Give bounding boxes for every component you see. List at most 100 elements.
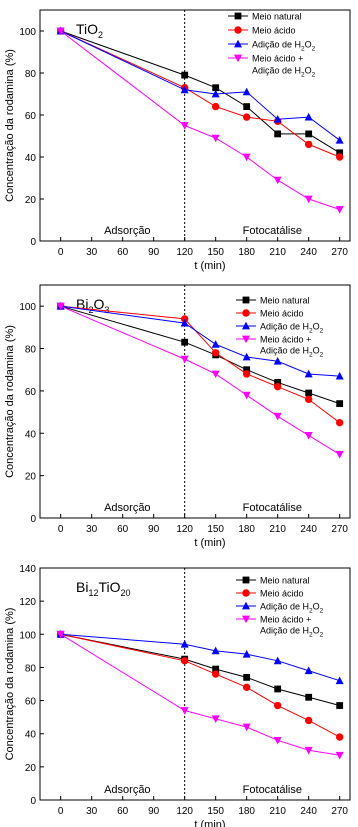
x-axis-label: t (min) [194, 819, 225, 827]
y-tick-label: 100 [19, 630, 36, 641]
series-line [60, 633, 340, 682]
data-point [180, 657, 189, 665]
data-point [335, 733, 344, 741]
data-point [243, 673, 251, 681]
data-point [305, 389, 313, 397]
legend-marker [242, 309, 250, 317]
y-tick-label: 100 [19, 27, 36, 38]
data-point [335, 451, 344, 459]
y-tick-label: 80 [25, 69, 37, 80]
y-tick-label: 80 [25, 345, 37, 356]
x-tick-label: 90 [148, 806, 160, 817]
legend-label-line2: Adição de H2O2 [252, 66, 316, 79]
data-point [211, 340, 220, 348]
data-point [211, 646, 220, 655]
x-tick-label: 30 [86, 806, 98, 817]
legend-label-line2: Adição de H2O2 [260, 626, 324, 639]
y-tick-label: 20 [25, 472, 37, 483]
chart-title: TiO2 [76, 21, 103, 40]
chart-panel-2: 0 20 40 60 80 100 0 30 60 90 120 150 180 210 240 270 t (… [4, 284, 351, 549]
data-point [273, 357, 282, 365]
data-point [304, 666, 313, 675]
data-point [304, 112, 313, 121]
data-point [211, 715, 220, 723]
series-line [60, 30, 340, 158]
legend-label-line2: Adição de H2O2 [260, 346, 324, 359]
x-tick-label: 180 [238, 524, 255, 535]
plot-frame [39, 567, 351, 801]
legend-marker [234, 39, 242, 48]
x-tick-label: 0 [58, 247, 64, 258]
x-axis-label: t (min) [194, 537, 225, 549]
data-point [242, 153, 251, 162]
data-point [242, 370, 251, 378]
series-4 [56, 302, 344, 459]
region-label-adsorption: Adsorção [104, 225, 150, 237]
data-point [304, 746, 313, 755]
x-tick-label: 90 [148, 247, 160, 258]
x-tick-label: 0 [58, 806, 64, 817]
data-point [304, 140, 313, 149]
series-line [60, 633, 340, 738]
y-tick-label: 100 [19, 302, 36, 313]
data-point [180, 122, 189, 130]
data-point [180, 355, 189, 364]
chart-title: Bi12TiO20 [76, 579, 131, 598]
legend-marker [242, 601, 250, 610]
x-tick-label: 210 [269, 524, 286, 535]
data-point [243, 366, 251, 374]
data-point [336, 400, 344, 408]
x-tick-label: 150 [207, 247, 224, 258]
y-tick-label: 60 [25, 697, 37, 708]
data-point [242, 352, 251, 361]
data-point [242, 723, 251, 732]
legend-label: Meio ácido + [260, 335, 311, 345]
legend-label: Meio natural [252, 12, 302, 22]
y-tick-label: 20 [25, 195, 37, 206]
x-tick-label: 240 [300, 524, 317, 535]
y-tick-label: 20 [25, 763, 37, 774]
data-point [335, 371, 344, 380]
region-label-photocatalysis: Fotocatálise [243, 502, 302, 514]
data-point [242, 683, 251, 692]
x-tick-label: 120 [176, 247, 193, 258]
y-tick-label: 0 [30, 237, 36, 248]
legend-label: Meio ácido [252, 26, 296, 36]
y-axis-label: Concentração da rodamina (%) [4, 608, 16, 761]
plot-frame [39, 9, 351, 242]
y-tick-label: 40 [25, 429, 37, 440]
data-point [180, 640, 189, 648]
data-point [335, 418, 344, 427]
x-tick-label: 120 [176, 524, 193, 535]
x-tick-label: 240 [300, 247, 317, 258]
x-tick-label: 270 [331, 524, 348, 535]
data-point [180, 315, 189, 323]
data-point [305, 130, 313, 138]
data-point [304, 716, 313, 725]
data-point [211, 134, 220, 143]
data-point [274, 685, 282, 693]
data-point [211, 102, 220, 111]
data-point [243, 103, 251, 110]
x-tick-label: 0 [58, 524, 64, 535]
data-point [273, 701, 282, 710]
legend-label: Meio ácido [260, 589, 304, 599]
data-point [335, 153, 344, 161]
x-tick-label: 210 [269, 247, 286, 258]
x-tick-label: 30 [86, 524, 98, 535]
data-point [211, 349, 220, 357]
y-axis-label: Concentração da rodamina (%) [4, 49, 16, 202]
x-tick-label: 180 [238, 806, 255, 817]
data-point [273, 115, 282, 123]
data-point [211, 670, 220, 678]
data-point [335, 751, 344, 760]
y-tick-label: 60 [25, 387, 37, 398]
y-tick-label: 60 [25, 111, 37, 122]
x-tick-label: 90 [148, 524, 160, 535]
data-point [274, 379, 282, 386]
x-tick-label: 60 [117, 524, 129, 535]
legend-label: Adição de H2O2 [252, 40, 316, 53]
legend-label: Meio ácido + [260, 615, 311, 625]
